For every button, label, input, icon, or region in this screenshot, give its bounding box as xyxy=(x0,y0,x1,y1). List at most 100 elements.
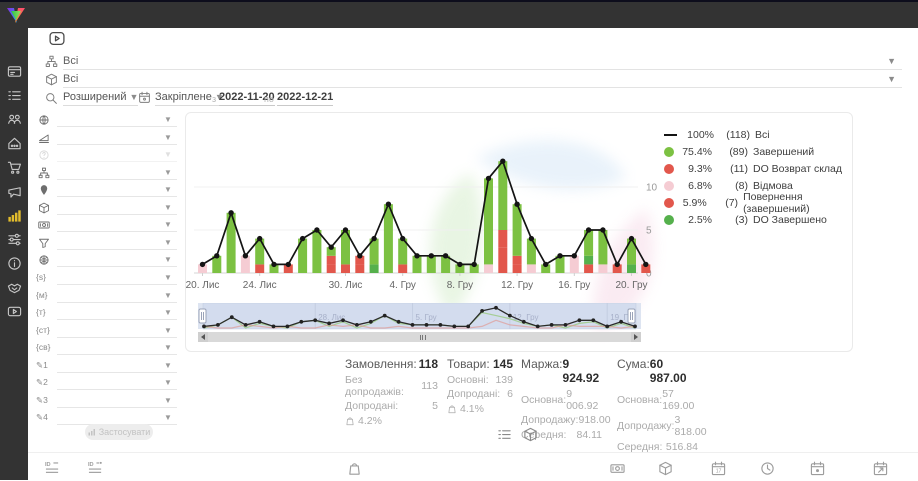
filter-panel-row-custom-3[interactable]: ✎3 ▼ xyxy=(36,395,178,411)
scroll-right-button[interactable] xyxy=(631,332,641,342)
legend-percent: 5.9% xyxy=(682,196,707,209)
main-chart[interactable]: 0 5 10 20. Лис 24. Лис 30. Лис 4. Гру 8. Гру 12.… xyxy=(186,113,853,301)
chevron-down-icon[interactable]: ▼ xyxy=(164,378,172,388)
chevron-down-icon[interactable]: ▼ xyxy=(164,185,172,195)
legend-percent: 6.8% xyxy=(688,179,712,192)
chevron-down-icon[interactable]: ▼ xyxy=(164,237,172,247)
toggle-product-view[interactable] xyxy=(523,427,538,442)
filter-panel-row-custom-1[interactable]: ✎1 ▼ xyxy=(36,360,178,376)
scroll-left-button[interactable] xyxy=(198,332,208,342)
filter-panel-row-structure[interactable]: ▼ xyxy=(38,167,178,183)
svg-text:16. Гру: 16. Гру xyxy=(558,280,590,291)
navigator-handle[interactable] xyxy=(198,308,207,324)
chevron-down-icon[interactable]: ▼ xyxy=(164,167,172,177)
filter-underline xyxy=(57,266,177,268)
filter-panel-row-website[interactable]: ▼ xyxy=(38,254,178,270)
filter-panel-row-custom-2[interactable]: ✎2 ▼ xyxy=(36,377,178,393)
legend-item[interactable]: 9.3% (11) DO Возврат склад xyxy=(664,160,852,177)
stat-sub-row: Допродані: 6 xyxy=(447,388,513,400)
chevron-down-icon[interactable]: ▼ xyxy=(164,325,172,335)
column-header-order-items[interactable] xyxy=(347,461,362,476)
stat-title: Товари: xyxy=(447,357,490,371)
filter-underline xyxy=(57,213,177,215)
sidebar-item-analytics[interactable] xyxy=(7,208,22,223)
filter-row-product[interactable]: Всі ▼ xyxy=(45,73,910,90)
filter-panel-row-token-m[interactable]: {м} ▼ xyxy=(36,290,178,306)
column-header-product[interactable] xyxy=(658,461,673,476)
chevron-down-icon[interactable]: ▼ xyxy=(164,220,172,230)
legend-item[interactable]: 5.9% (7) Повернення (завершений) xyxy=(664,191,852,215)
chevron-down-icon[interactable]: ▼ xyxy=(887,56,896,66)
period-type-select[interactable]: Закріплене ▼ xyxy=(155,91,224,106)
sidebar-item-purchases[interactable] xyxy=(7,160,22,175)
legend-item[interactable]: 100% (118) Всі xyxy=(664,126,852,143)
sidebar-item-dashboard[interactable] xyxy=(7,64,22,79)
filter-panel-row-location[interactable]: ▼ xyxy=(38,184,178,200)
cart-icon xyxy=(7,161,21,174)
legend-item[interactable]: 75.4% (89) Завершений xyxy=(664,143,852,160)
sidebar-item-partners[interactable] xyxy=(7,280,22,295)
column-header-date-created[interactable] xyxy=(810,461,825,476)
navigator-handle[interactable] xyxy=(627,308,636,324)
info-icon xyxy=(7,257,21,270)
chevron-down-icon[interactable]: ▼ xyxy=(164,272,172,282)
scroll-grip[interactable] xyxy=(419,334,426,340)
svg-text:19. Гру: 19. Гру xyxy=(610,313,636,322)
sidebar-item-video-tutorials[interactable] xyxy=(7,304,22,319)
chevron-down-icon[interactable]: ▼ xyxy=(164,132,172,142)
chevron-down-icon[interactable]: ▼ xyxy=(164,202,172,212)
column-header-order-id[interactable]: ID xyxy=(45,461,60,476)
filter-panel-row-funnel[interactable]: ▼ xyxy=(38,237,178,253)
column-header-date[interactable]: 17 xyxy=(711,461,726,476)
filter-underline xyxy=(57,143,177,145)
chevron-down-icon[interactable]: ▼ xyxy=(164,150,172,160)
column-header-date-export[interactable] xyxy=(873,461,888,476)
search-icon[interactable] xyxy=(45,92,58,105)
filter-panel-row-token-t[interactable]: {т} ▼ xyxy=(36,307,178,323)
sidebar-item-marketing[interactable] xyxy=(7,184,22,199)
chevron-down-icon[interactable]: ▼ xyxy=(164,360,172,370)
filter-panel-row-product[interactable]: ▼ xyxy=(38,202,178,218)
filter-panel-row-payment[interactable]: ▼ xyxy=(38,219,178,235)
chevron-down-icon[interactable]: ▼ xyxy=(164,255,172,265)
chevron-down-icon[interactable]: ▼ xyxy=(887,74,896,84)
filter-panel-row-token-s[interactable]: {s} ▼ xyxy=(36,272,178,288)
chevron-down-icon[interactable]: ▼ xyxy=(164,115,172,124)
chevron-down-icon[interactable]: ▼ xyxy=(164,308,172,318)
navigator-scrollbar[interactable] xyxy=(198,332,641,342)
legend-percent: 100% xyxy=(687,128,714,141)
slideshow-button[interactable] xyxy=(48,30,66,47)
legend-count: (3) xyxy=(735,213,748,226)
chart-navigator[interactable]: 28. Лис 5. Гру 12. Гру 19. Гру xyxy=(198,303,641,330)
search-mode-select[interactable]: Розширений ▼ xyxy=(63,91,139,106)
column-header-external-id[interactable]: ID xyxy=(88,461,103,476)
filter-underline xyxy=(57,389,177,391)
filter-row-department[interactable]: Всі ▼ xyxy=(45,55,910,72)
chevron-down-icon[interactable]: ▼ xyxy=(164,413,172,423)
svg-text:ID: ID xyxy=(45,462,51,468)
sidebar-item-settings[interactable] xyxy=(7,232,22,247)
chevron-down-icon[interactable]: ▼ xyxy=(164,395,172,405)
filter-panel-row-unknown[interactable]: ▼ xyxy=(38,149,178,165)
chevron-down-icon[interactable]: ▼ xyxy=(164,343,172,353)
table-header-row: ID ID 17 xyxy=(28,452,918,481)
sidebar-item-orders[interactable] xyxy=(7,88,22,103)
sidebar xyxy=(0,28,28,480)
date-from-input[interactable]: 2022-11-20 xyxy=(219,91,275,106)
date-to-input[interactable]: 2022-12-21 xyxy=(277,91,334,106)
filter-panel-row-token-st[interactable]: {ст} ▼ xyxy=(36,325,178,341)
apply-button[interactable]: Застосувати xyxy=(85,424,153,440)
sidebar-item-warehouse[interactable] xyxy=(7,136,22,151)
svg-text:20. Лис: 20. Лис xyxy=(186,280,219,291)
legend-item[interactable]: 6.8% (8) Відмова xyxy=(664,177,852,194)
legend-item[interactable]: 2.5% (3) DO Завершено xyxy=(664,211,852,228)
toggle-list-view[interactable] xyxy=(497,427,512,442)
sidebar-item-info[interactable] xyxy=(7,256,22,271)
filter-panel-row-level[interactable]: ▼ xyxy=(38,132,178,148)
filter-panel-row-country[interactable]: ▼ xyxy=(38,114,178,130)
column-header-money[interactable] xyxy=(610,461,625,476)
chevron-down-icon[interactable]: ▼ xyxy=(164,290,172,300)
sidebar-item-customers[interactable] xyxy=(7,112,22,127)
filter-panel-row-token-sv[interactable]: {св} ▼ xyxy=(36,342,178,358)
column-header-time[interactable] xyxy=(760,461,775,476)
